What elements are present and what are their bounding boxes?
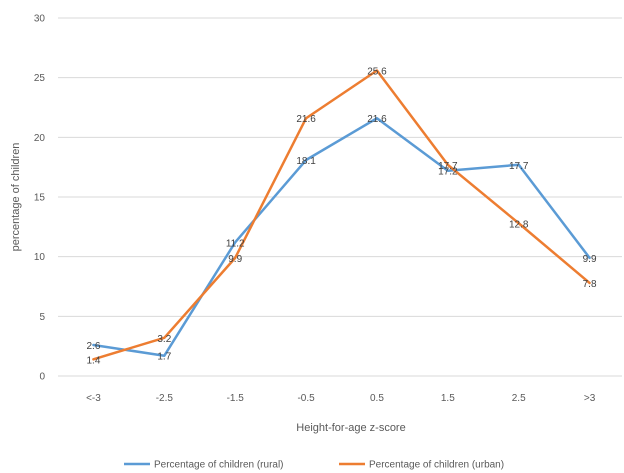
- y-tick-label: 15: [34, 193, 46, 204]
- data-labels: 2.61.711.218.121.617.217.79.91.43.29.921…: [86, 67, 596, 367]
- data-label-rural: 11.2: [226, 238, 245, 249]
- y-tick-label: 5: [39, 312, 45, 323]
- legend: Percentage of children (rural) Percentage…: [124, 460, 504, 471]
- series-line-rural: [92, 116, 591, 357]
- x-tick-label: -0.5: [297, 393, 315, 404]
- x-tick-label: 2.5: [512, 393, 526, 404]
- y-tick-label: 10: [34, 252, 46, 263]
- data-label-rural: 17.7: [509, 161, 529, 172]
- data-label-urban: 7.8: [583, 279, 597, 290]
- y-axis-title: percentage of children: [10, 143, 22, 252]
- data-label-urban: 25.6: [367, 67, 387, 78]
- data-label-rural: 17.2: [438, 167, 458, 178]
- x-tick-label: -1.5: [227, 393, 245, 404]
- data-label-urban: 12.8: [509, 219, 529, 230]
- series-line-urban: [92, 69, 591, 361]
- x-tick-label: 0.5: [370, 393, 384, 404]
- data-label-urban: 3.2: [157, 334, 171, 345]
- legend-label: Percentage of children (rural): [154, 460, 284, 471]
- data-label-rural: 9.9: [583, 254, 597, 265]
- data-label-urban: 17.7: [438, 161, 458, 172]
- x-axis-title: Height-for-age z-score: [296, 422, 405, 434]
- x-tick-label: 1.5: [441, 393, 455, 404]
- data-label-rural: 2.6: [86, 341, 100, 352]
- x-tick-label: -2.5: [156, 393, 174, 404]
- data-label-rural: 21.6: [367, 114, 387, 125]
- y-tick-label: 25: [34, 73, 46, 84]
- data-label-urban: 21.6: [296, 114, 316, 125]
- x-tick-label: >3: [584, 393, 596, 404]
- x-tick-label: <-3: [86, 393, 101, 404]
- legend-label: Percentage of children (urban): [369, 460, 504, 471]
- data-label-rural: 18.1: [296, 156, 316, 167]
- gridlines: [58, 17, 622, 377]
- y-tick-label: 30: [34, 14, 46, 25]
- data-label-rural: 1.7: [157, 352, 171, 363]
- data-label-urban: 1.4: [86, 355, 100, 366]
- y-axis-ticks: 0 5 10 15 20 25 30: [34, 14, 46, 383]
- x-axis-ticks: <-3 -2.5 -1.5 -0.5 0.5 1.5 2.5 >3: [86, 393, 596, 404]
- y-tick-label: 20: [34, 133, 46, 144]
- data-label-urban: 9.9: [228, 254, 242, 265]
- y-tick-label: 0: [39, 372, 45, 383]
- series-lines: [92, 69, 591, 361]
